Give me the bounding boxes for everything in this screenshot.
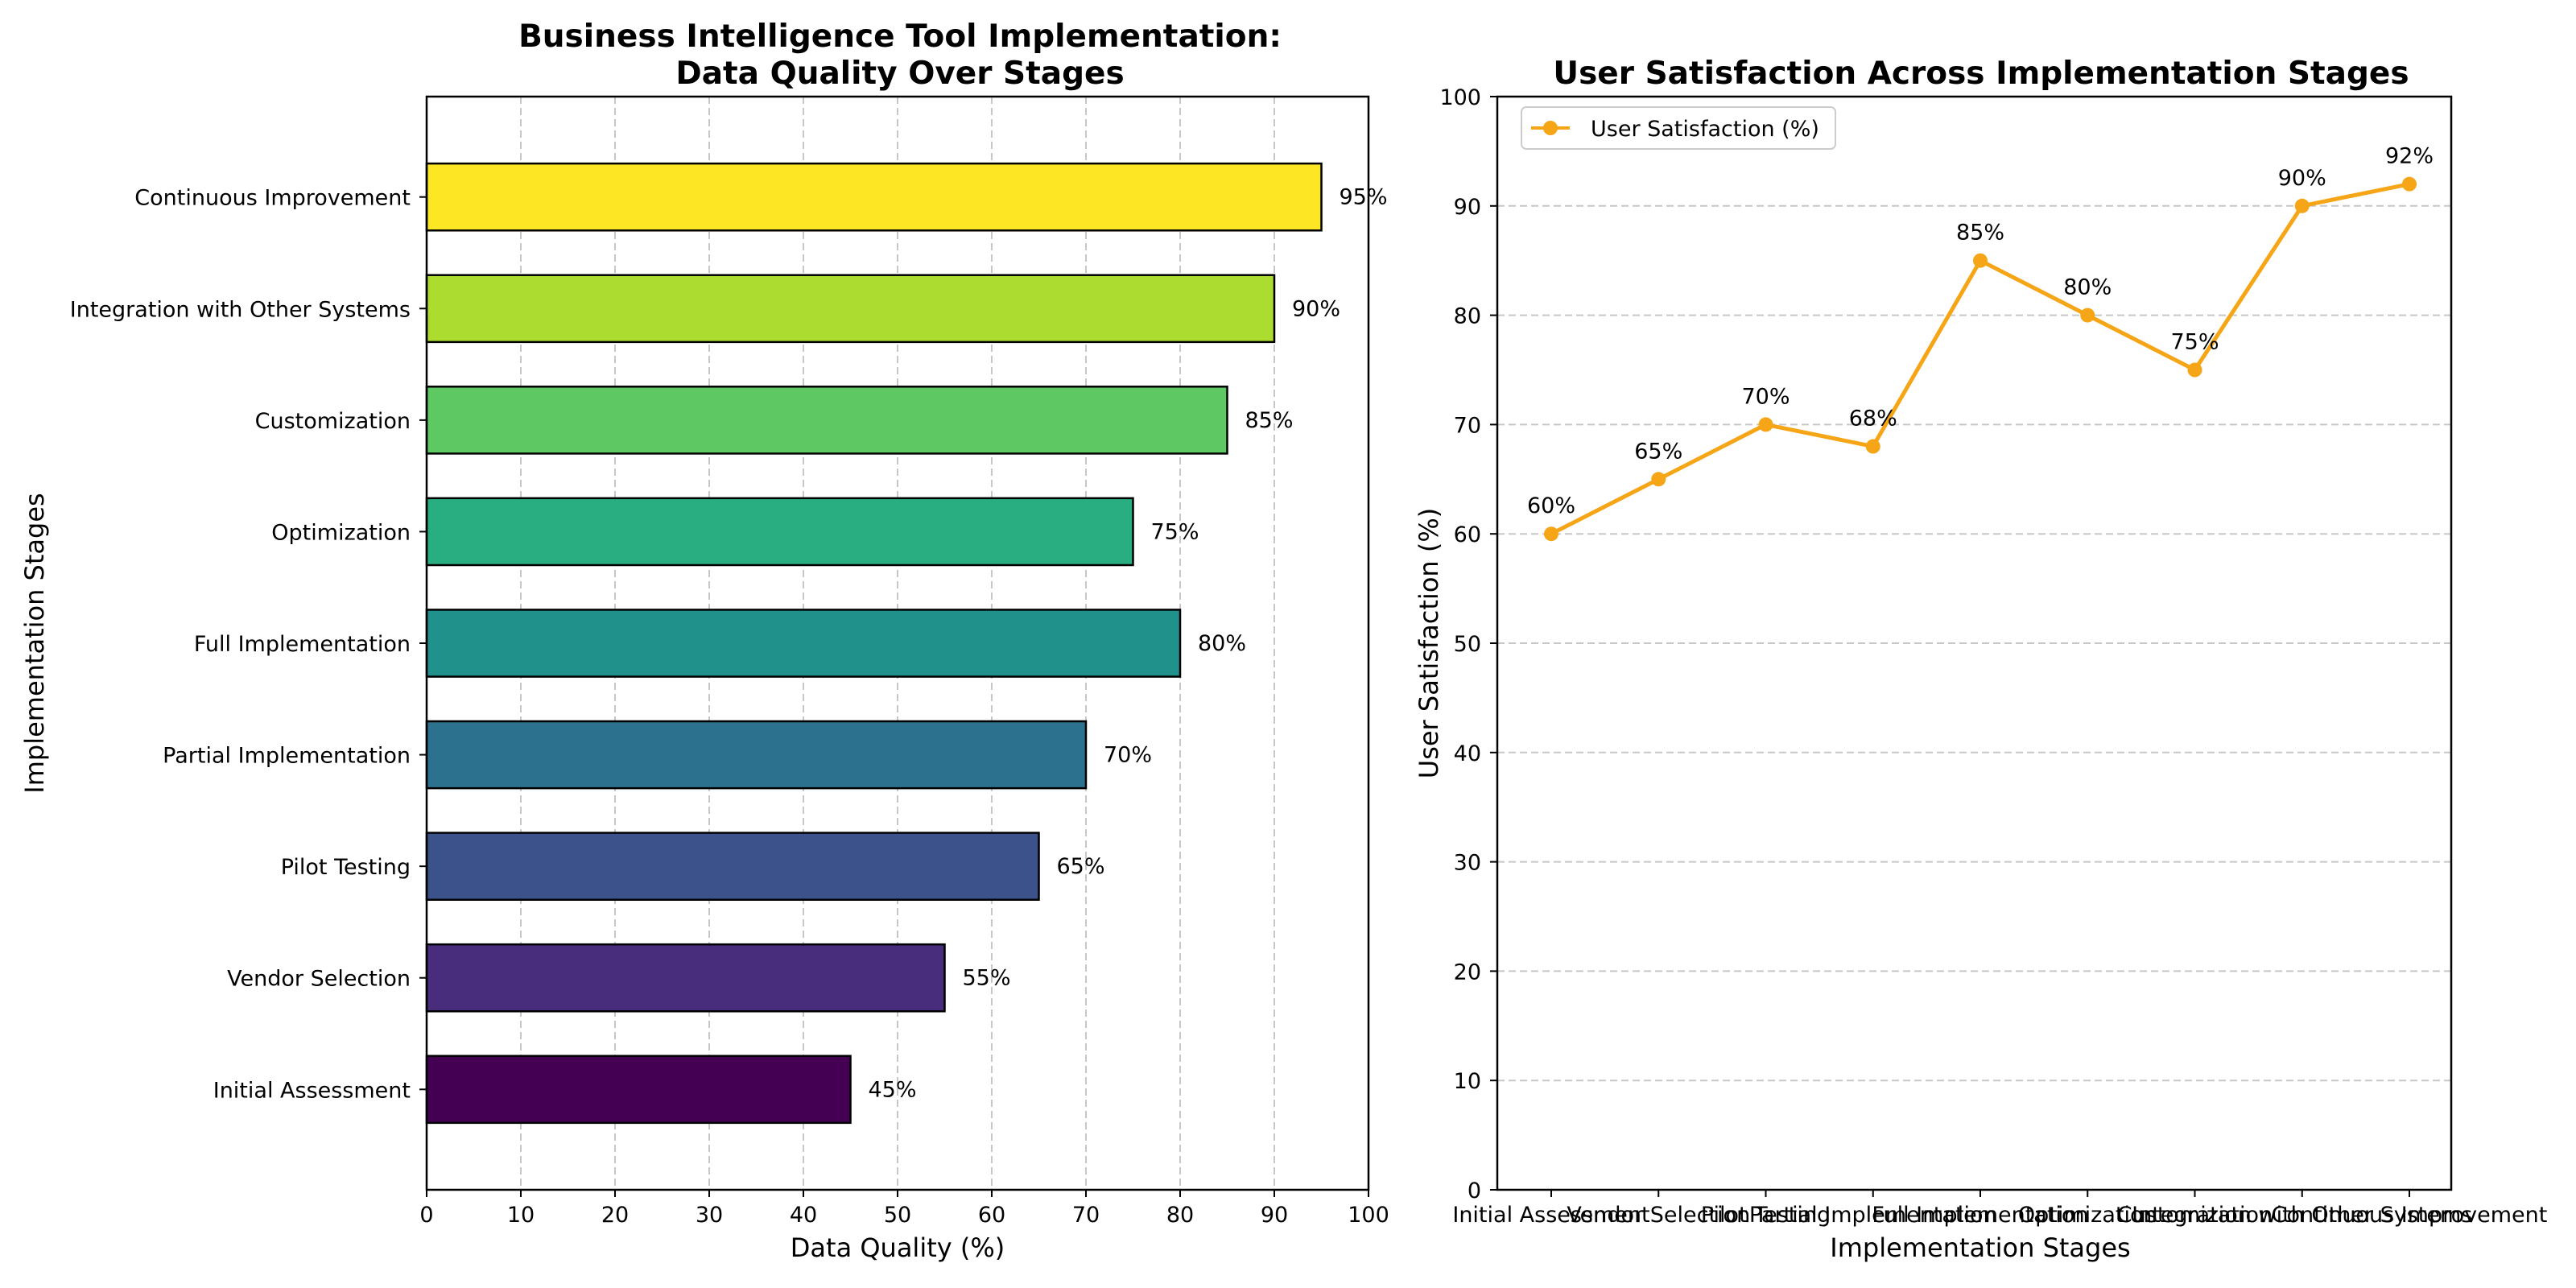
- bar-chart-y-axis-label: Implementation Stages: [19, 493, 50, 793]
- line-chart-y-axis-label: User Satisfaction (%): [1414, 508, 1444, 778]
- x-tick-label: Full Implementation: [1872, 1203, 2088, 1228]
- bar-value-label: 70%: [1104, 743, 1152, 768]
- y-tick-label: 0: [1468, 1179, 1481, 1203]
- x-tick-label: Partial Implementation: [1749, 1203, 1997, 1228]
- bar-value-label: 75%: [1151, 519, 1199, 544]
- bar-chart-x-ticks: 0 10 20 30 40 50 60 70 80 90 100: [419, 1190, 1389, 1228]
- line-point: [2187, 362, 2202, 378]
- point-value-label: 60%: [1527, 493, 1575, 518]
- y-tick-label: Full Implementation: [194, 632, 411, 657]
- y-tick-label: 20: [1454, 960, 1481, 985]
- y-tick-label: 80: [1454, 304, 1481, 329]
- y-tick-label: 50: [1454, 632, 1481, 657]
- point-value-label: 65%: [1634, 439, 1682, 464]
- line-chart-series: [1544, 176, 2417, 542]
- y-tick-label: 30: [1454, 851, 1481, 876]
- y-tick-label: Integration with Other Systems: [70, 297, 411, 322]
- bar: [425, 497, 1134, 567]
- line-point: [1651, 472, 1666, 487]
- bar-value-label: 80%: [1198, 631, 1246, 656]
- y-tick-label: Initial Assessment: [213, 1078, 411, 1103]
- line-chart-legend: User Satisfaction (%): [1521, 106, 1836, 150]
- point-value-label: 85%: [1956, 221, 2004, 246]
- bar: [425, 943, 946, 1013]
- bar: [425, 832, 1040, 901]
- x-tick-label: 60: [978, 1203, 1005, 1228]
- line-chart-title: User Satisfaction Across Implementation …: [1553, 56, 2409, 92]
- bar-chart-y-ticks: Initial Assessment Vendor Selection Pilot …: [70, 186, 427, 1103]
- point-value-label: 68%: [1849, 407, 1897, 431]
- bar-value-label: 90%: [1292, 296, 1340, 321]
- line-point: [2080, 308, 2095, 323]
- user-satisfaction-line-chart: User Satisfaction Across Implementation …: [1414, 56, 2547, 1263]
- line-point: [1973, 253, 1988, 268]
- data-quality-bar-chart: Business Intelligence Tool Implementatio…: [19, 19, 1389, 1263]
- x-tick-label: Customization: [2117, 1203, 2273, 1228]
- y-tick-label: 100: [1439, 85, 1481, 110]
- bar-chart-x-axis-label: Data Quality (%): [791, 1232, 1005, 1263]
- line-chart-gridlines: [1497, 204, 2451, 1082]
- legend-marker: [1543, 121, 1558, 135]
- bar-chart-title-line-2: Data Quality Over Stages: [675, 56, 1124, 92]
- x-tick-label: Initial Assessment: [1452, 1203, 1649, 1228]
- line-point: [2294, 198, 2310, 213]
- x-tick-label: 50: [884, 1203, 911, 1228]
- x-tick-label: 90: [1261, 1203, 1288, 1228]
- y-tick-label: 90: [1454, 195, 1481, 220]
- point-value-label: 75%: [2170, 330, 2219, 355]
- bar-chart-title-line-1: Business Intelligence Tool Implementatio…: [518, 19, 1282, 55]
- line-point: [1865, 439, 1880, 454]
- x-tick-label: Pilot Testing: [1701, 1203, 1831, 1228]
- bar: [425, 609, 1182, 678]
- y-tick-label: 70: [1454, 413, 1481, 438]
- x-tick-label: 100: [1348, 1203, 1389, 1228]
- x-tick-label: Optimization: [2018, 1203, 2157, 1228]
- x-tick-label: 0: [419, 1203, 433, 1228]
- bar-value-label: 65%: [1057, 854, 1105, 879]
- x-tick-label: 20: [601, 1203, 629, 1228]
- legend-label: User Satisfaction (%): [1591, 117, 1819, 142]
- bar-value-label: 45%: [869, 1077, 917, 1102]
- point-value-label: 92%: [2385, 144, 2434, 169]
- y-tick-label: Pilot Testing: [281, 855, 411, 880]
- x-tick-label: Continuous Improvement: [2272, 1203, 2548, 1228]
- bar-value-label: 85%: [1245, 408, 1294, 433]
- bar-value-label: 55%: [963, 966, 1011, 991]
- line-chart-y-ticks: 0 10 20 30 40 50 60 70 80 90 100: [1439, 85, 1497, 1203]
- x-tick-label: Integration with Other Systems: [2132, 1203, 2472, 1228]
- y-tick-label: Vendor Selection: [227, 967, 411, 992]
- line-point: [1544, 526, 1558, 542]
- x-tick-label: 10: [507, 1203, 535, 1228]
- point-value-label: 70%: [1741, 384, 1790, 409]
- y-tick-label: 10: [1454, 1069, 1481, 1094]
- bar: [425, 1055, 852, 1125]
- y-tick-label: Optimization: [271, 520, 411, 545]
- bar: [425, 162, 1323, 232]
- bar: [425, 274, 1276, 344]
- x-tick-label: Vendor Selection: [1567, 1203, 1750, 1228]
- point-value-label: 80%: [2063, 275, 2112, 300]
- line-chart-value-labels: 60% 65% 70% 68% 85% 80% 75% 90% 92%: [1527, 144, 2434, 519]
- x-tick-label: 40: [790, 1203, 817, 1228]
- line-point: [1758, 417, 1773, 432]
- y-tick-label: Customization: [255, 409, 411, 434]
- bar: [425, 386, 1228, 455]
- bar-chart-bars: [425, 162, 1323, 1125]
- y-tick-label: Partial Implementation: [163, 744, 411, 769]
- x-tick-label: 30: [696, 1203, 723, 1228]
- y-tick-label: 60: [1454, 522, 1481, 547]
- y-tick-label: Continuous Improvement: [134, 186, 411, 211]
- bar-chart-value-labels: 45% 55% 65% 70% 80% 75% 85% 90% 95%: [869, 185, 1388, 1103]
- line-chart-x-axis-label: Implementation Stages: [1830, 1232, 2130, 1263]
- line-point: [2402, 176, 2417, 192]
- bar-value-label: 95%: [1340, 185, 1388, 210]
- legend-box: [1521, 106, 1836, 150]
- point-value-label: 90%: [2278, 166, 2326, 191]
- bar: [425, 720, 1088, 790]
- x-tick-label: 80: [1166, 1203, 1194, 1228]
- y-tick-label: 40: [1454, 741, 1481, 766]
- x-tick-label: 70: [1072, 1203, 1100, 1228]
